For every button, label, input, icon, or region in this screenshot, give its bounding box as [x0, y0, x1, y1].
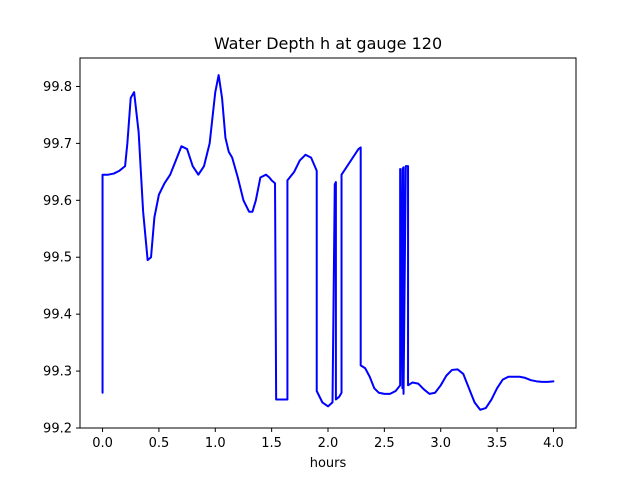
- x-axis-title: hours: [310, 456, 347, 471]
- y-tick-label: 99.5: [43, 251, 72, 266]
- y-tick-label: 99.6: [43, 194, 72, 209]
- x-tick-label: 1.5: [261, 436, 282, 451]
- y-tick-label: 99.4: [43, 308, 72, 323]
- y-tick-label: 99.2: [43, 422, 72, 437]
- x-tick-label: 0.0: [92, 436, 113, 451]
- x-axis-ticks: 0.0 0.5 1.0 1.5 2.0 2.5 3.0 3.5 4.0: [92, 428, 564, 451]
- y-axis-ticks: 99.2 99.3 99.4 99.5 99.6 99.7 99.8: [43, 80, 80, 437]
- x-tick-label: 3.5: [487, 436, 508, 451]
- x-tick-label: 1.0: [205, 436, 226, 451]
- series-line-0: [101, 74, 555, 411]
- x-tick-label: 0.5: [149, 436, 170, 451]
- x-tick-label: 2.5: [374, 436, 395, 451]
- y-tick-label: 99.8: [43, 80, 72, 95]
- x-tick-label: 3.0: [430, 436, 451, 451]
- chart-title: Water Depth h at gauge 120: [214, 34, 442, 53]
- y-tick-label: 99.3: [43, 365, 72, 380]
- x-tick-label: 4.0: [543, 436, 564, 451]
- x-tick-label: 2.0: [318, 436, 339, 451]
- y-tick-label: 99.7: [43, 137, 72, 152]
